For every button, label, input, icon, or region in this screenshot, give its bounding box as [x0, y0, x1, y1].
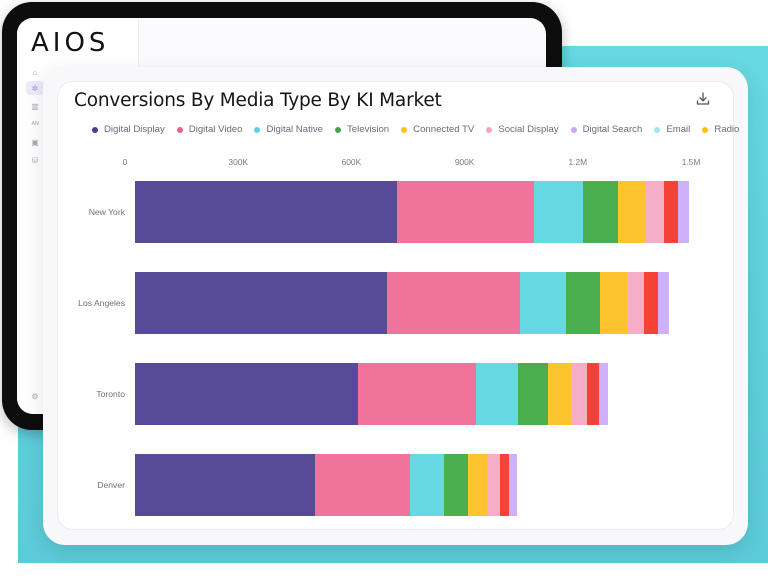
- bar-segment[interactable]: [663, 181, 678, 243]
- legend-label: Digital Native: [266, 124, 324, 135]
- bar-segment[interactable]: [499, 454, 509, 516]
- x-tick-label: 1.5M: [681, 157, 701, 167]
- chart-card-container: Conversions By Media Type By KI Market D…: [43, 67, 748, 545]
- legend-dot-icon: [654, 126, 661, 133]
- download-icon: [696, 92, 710, 105]
- bar-segment[interactable]: [517, 363, 549, 425]
- settings-icon[interactable]: ⚙: [31, 391, 39, 401]
- bar-segment[interactable]: [565, 272, 600, 334]
- bar-segment[interactable]: [135, 363, 358, 425]
- legend-label: Radio: [714, 124, 740, 135]
- bar-segment[interactable]: [476, 363, 518, 425]
- bar-segment[interactable]: [657, 272, 669, 334]
- x-tick-label: 900K: [454, 157, 475, 167]
- legend-item[interactable]: Radio: [702, 124, 739, 135]
- chart-card: Conversions By Media Type By KI Market D…: [57, 81, 739, 530]
- bar-chart-icon[interactable]: ▥: [31, 101, 39, 111]
- bar-segment[interactable]: [599, 272, 627, 334]
- legend-label: Social Display: [498, 124, 559, 135]
- legend-dot-icon: [92, 126, 98, 133]
- legend-dot-icon: [486, 126, 493, 133]
- bar-segment[interactable]: [645, 181, 664, 243]
- legend-item[interactable]: Email: [654, 124, 690, 135]
- bar-segment[interactable]: [571, 363, 587, 425]
- legend-item[interactable]: Social Display: [486, 124, 559, 135]
- bar-segment[interactable]: [444, 454, 469, 516]
- legend-dot-icon: [570, 126, 577, 133]
- bar-segment[interactable]: [135, 181, 397, 243]
- bar-segment[interactable]: [643, 272, 658, 334]
- y-category-label: New York: [88, 207, 125, 217]
- legend-item[interactable]: Television: [335, 124, 389, 135]
- x-tick-label: 0: [122, 157, 128, 167]
- legend-item[interactable]: Digital Display: [92, 124, 165, 135]
- stacked-bar[interactable]: [135, 181, 689, 243]
- bar-segment[interactable]: [314, 454, 411, 516]
- chart-title: Conversions By Media Type By KI Market: [74, 90, 442, 111]
- audience-icon[interactable]: ᴬᴺ: [31, 119, 39, 129]
- stacked-bar[interactable]: [135, 363, 609, 425]
- bar-segment[interactable]: [387, 272, 520, 334]
- bar-segment[interactable]: [468, 454, 488, 516]
- bar-segment[interactable]: [135, 454, 315, 516]
- x-tick-label: 300K: [228, 157, 248, 167]
- bar-segment[interactable]: [677, 181, 689, 243]
- bar-segment[interactable]: [617, 181, 646, 243]
- y-category-label: Denver: [97, 480, 125, 490]
- bar-segment[interactable]: [396, 181, 534, 243]
- bar-segment[interactable]: [627, 272, 644, 334]
- y-category-label: Los Angeles: [78, 298, 125, 308]
- x-tick-label: 600K: [341, 157, 362, 167]
- x-tick-label: 1.2M: [568, 157, 588, 167]
- bar-segment[interactable]: [358, 363, 477, 425]
- legend-label: Digital Search: [582, 124, 643, 135]
- stacked-bar[interactable]: [135, 272, 669, 334]
- y-category-label: Toronto: [96, 389, 125, 399]
- legend-label: Television: [347, 124, 390, 135]
- bar-segment[interactable]: [135, 272, 388, 334]
- document-icon[interactable]: ▣: [31, 137, 39, 147]
- download-button[interactable]: [695, 91, 711, 107]
- legend-item[interactable]: Digital Video: [176, 124, 243, 135]
- database-icon[interactable]: ⛁: [31, 155, 39, 165]
- bar-segment[interactable]: [548, 363, 572, 425]
- bar-segment[interactable]: [487, 454, 500, 516]
- stacked-bar[interactable]: [135, 454, 517, 516]
- x-axis: 0 300K 600K 900K 1.2M 1.5M: [58, 157, 733, 169]
- legend-dot-icon: [401, 126, 408, 133]
- bar-segment[interactable]: [519, 272, 566, 334]
- sparkle-icon[interactable]: ✲: [26, 81, 44, 95]
- bar-segment[interactable]: [533, 181, 583, 243]
- legend-label: Digital Video: [188, 124, 243, 135]
- home-icon[interactable]: ⌂: [32, 67, 38, 77]
- legend-label: Email: [666, 124, 691, 135]
- bar-segment[interactable]: [410, 454, 445, 516]
- legend-item[interactable]: Digital Native: [254, 124, 323, 135]
- legend-label: Connected TV: [413, 124, 475, 135]
- legend-item[interactable]: Digital Search: [570, 124, 643, 135]
- legend-dot-icon: [335, 126, 342, 133]
- legend-dot-icon: [702, 126, 709, 133]
- legend-dot-icon: [254, 126, 261, 133]
- bar-segment[interactable]: [582, 181, 618, 243]
- legend-dot-icon: [176, 126, 183, 133]
- bar-segment[interactable]: [587, 363, 600, 425]
- app-logo: AIOS: [31, 28, 110, 58]
- legend-label: Digital Display: [104, 124, 165, 135]
- bar-segment[interactable]: [599, 363, 609, 425]
- legend-item[interactable]: Connected TV: [401, 124, 474, 135]
- chart-legend: Digital Display Digital Video Digital Nati…: [92, 124, 751, 135]
- bar-segment[interactable]: [508, 454, 517, 516]
